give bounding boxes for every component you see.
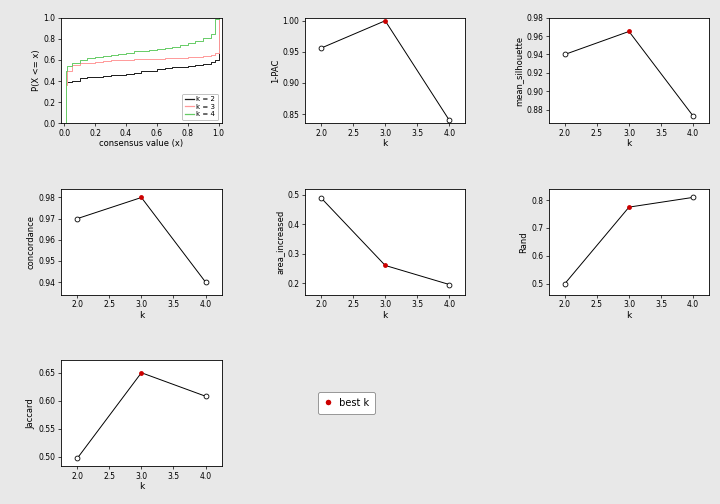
Y-axis label: area_increased: area_increased [276, 210, 284, 274]
Y-axis label: concordance: concordance [27, 215, 36, 269]
X-axis label: k: k [139, 482, 144, 491]
X-axis label: k: k [382, 140, 388, 148]
Legend: k = 2, k = 3, k = 4: k = 2, k = 3, k = 4 [182, 94, 218, 120]
Y-axis label: mean_silhouette: mean_silhouette [515, 35, 523, 106]
X-axis label: k: k [626, 311, 631, 320]
Y-axis label: P(X <= x): P(X <= x) [32, 50, 41, 91]
X-axis label: consensus value (x): consensus value (x) [99, 140, 184, 148]
Y-axis label: Rand: Rand [519, 231, 528, 253]
Y-axis label: Jaccard: Jaccard [27, 398, 36, 429]
Legend:  best k: best k [318, 392, 375, 414]
X-axis label: k: k [382, 311, 388, 320]
Y-axis label: 1-PAC: 1-PAC [271, 58, 279, 83]
X-axis label: k: k [626, 140, 631, 148]
X-axis label: k: k [139, 311, 144, 320]
